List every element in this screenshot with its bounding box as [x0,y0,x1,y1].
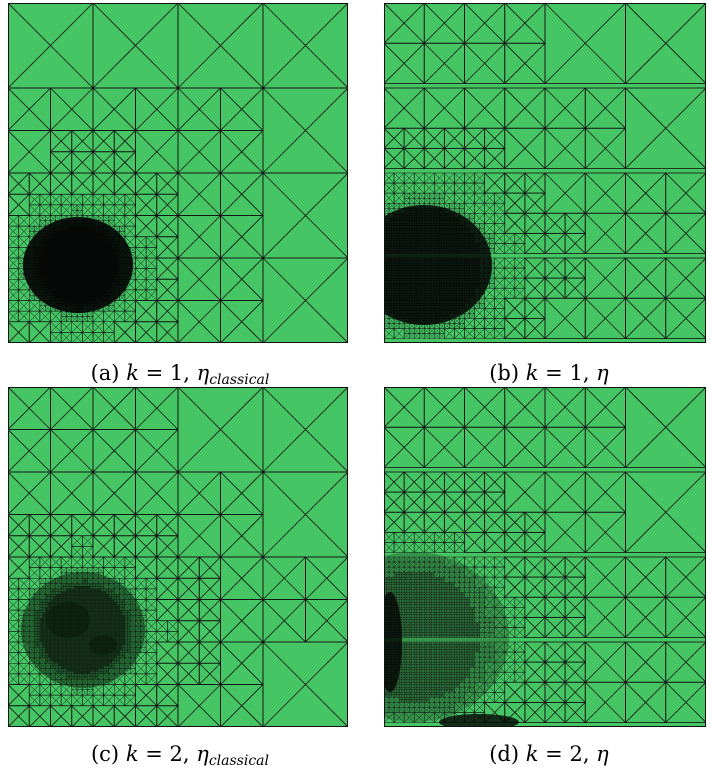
caption-a-eta: η [197,361,210,385]
mesh-panel-b [384,3,706,343]
mesh-plot-b [384,3,706,343]
refinement-cloud [384,552,509,722]
mesh-panel-c [8,387,348,727]
mesh-a [8,3,348,343]
refinement-core [89,635,117,655]
mesh-plot-a [8,3,348,343]
caption-a-kval: 1 [170,361,183,385]
caption-b-kval: 1 [569,361,582,385]
caption-b: (b) k = 1, η [369,361,711,385]
caption-d-eta: η [596,742,609,766]
caption-d: (d) k = 2, η [369,742,711,766]
mesh-c [8,387,348,727]
refinement-cloud [23,217,133,313]
caption-a-label: (a) [91,361,120,385]
caption-b-k: k [526,361,539,385]
mesh-d [384,387,706,727]
caption-b-eta: η [596,361,609,385]
caption-a: (a) k = 1, ηclassical [0,361,360,388]
mesh-panel-a [8,3,348,343]
mesh-plot-d [384,387,706,727]
caption-c: (c) k = 2, ηclassical [0,742,360,769]
mesh-b [384,3,706,343]
caption-c-eta: η [196,742,209,766]
caption-d-k: k [526,742,539,766]
caption-c-k: k [126,742,139,766]
caption-c-label: (c) [91,742,119,766]
refinement-cloud [384,205,492,325]
mesh-panel-d [384,387,706,727]
refinement-edge [384,592,402,692]
caption-c-sub: classical [209,753,269,769]
caption-a-sub: classical [209,372,269,388]
mesh-plot-c [8,387,348,727]
caption-a-k: k [126,361,139,385]
refinement-edge [439,714,519,727]
refinement-core [46,602,90,638]
caption-d-label: (d) [489,742,519,766]
caption-c-kval: 2 [170,742,183,766]
caption-d-kval: 2 [569,742,582,766]
caption-b-label: (b) [489,361,519,385]
